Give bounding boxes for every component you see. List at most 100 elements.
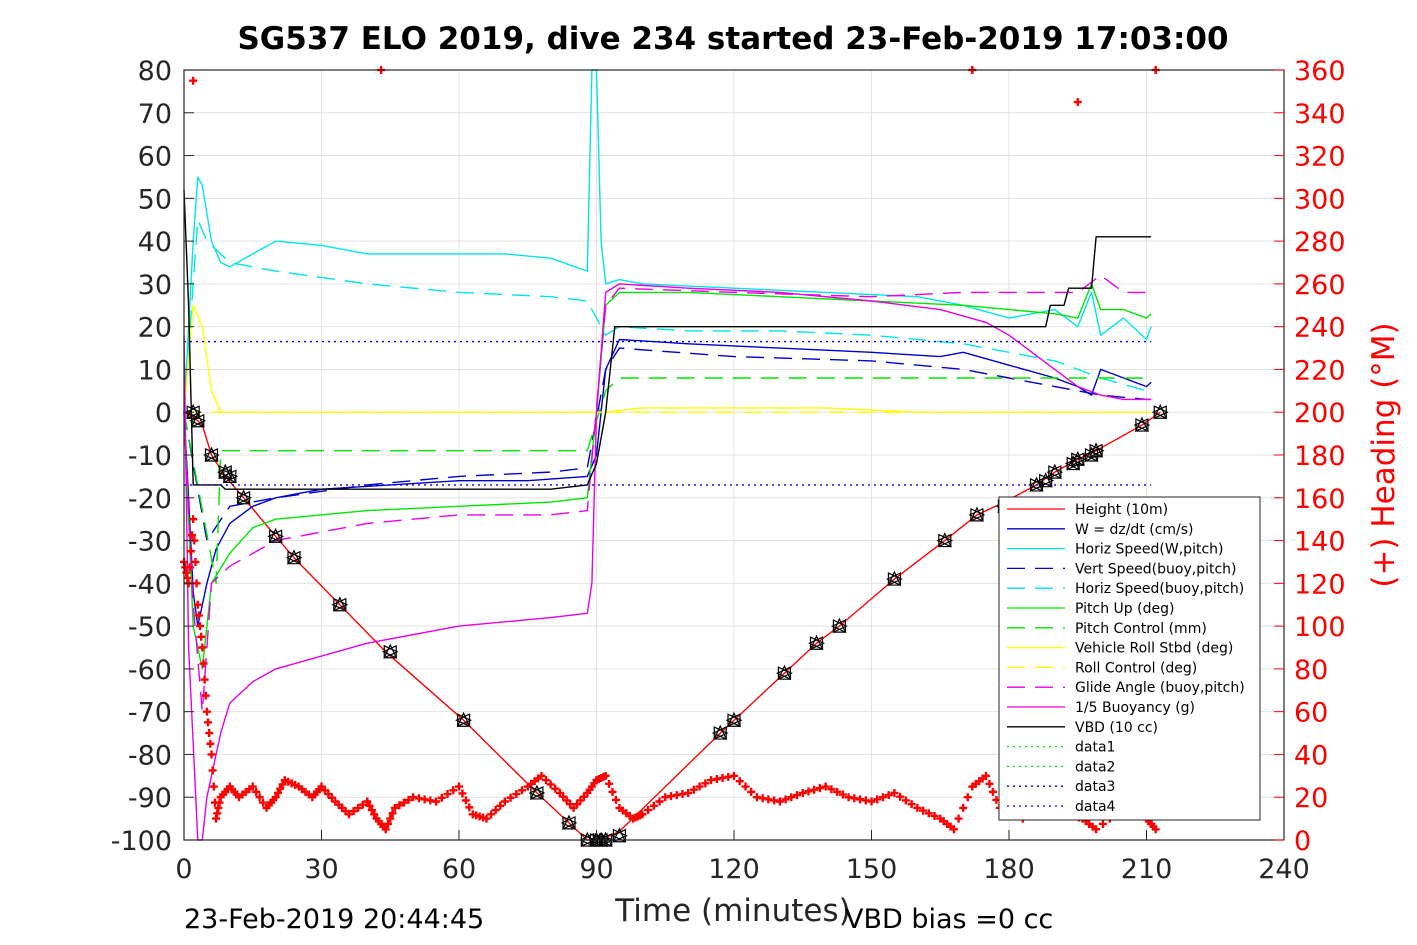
right-tick-label: 0 — [1294, 826, 1311, 857]
heading-point — [546, 780, 555, 789]
heading-point — [551, 784, 560, 793]
heading-point — [273, 788, 282, 797]
legend-label: Vert Speed(buoy,pitch) — [1075, 561, 1237, 577]
marker-triangle-right — [1153, 405, 1169, 420]
heading-point — [781, 795, 790, 804]
heading-point — [204, 718, 213, 727]
marker-triangle — [832, 617, 847, 633]
x-tick-label: 240 — [1258, 854, 1310, 885]
marker-triangle — [887, 570, 902, 586]
marker-triangle-right — [191, 413, 207, 428]
heading-point — [370, 810, 379, 819]
x-tick-label: 210 — [1121, 854, 1173, 885]
heading-point — [465, 803, 474, 812]
marker-triangle — [713, 724, 728, 740]
heading-point — [982, 771, 991, 780]
x-tick-label: 30 — [304, 854, 338, 885]
heading-point — [884, 791, 893, 800]
heading-point — [354, 803, 363, 812]
right-tick-label: 240 — [1294, 313, 1346, 344]
marker-triangle — [456, 711, 471, 727]
heading-point — [432, 797, 441, 806]
legend-label: Glide Angle (buoy,pitch) — [1075, 680, 1245, 696]
marker-triangle-right — [383, 644, 399, 659]
y-tick-label: -60 — [128, 655, 172, 686]
y-tick-label: -100 — [111, 826, 172, 857]
marker-triangle — [727, 711, 741, 727]
legend-label: Roll Control (deg) — [1075, 660, 1197, 676]
footer-timestamp: 23-Feb-2019 20:44:45 — [184, 904, 484, 935]
right-tick-label: 280 — [1294, 227, 1346, 258]
heading-point — [381, 825, 390, 834]
heading-point — [189, 515, 198, 524]
x-tick-label: 0 — [175, 854, 192, 885]
legend: Height (10m) W = dz/dt (cm/s) Horiz Speed(… — [998, 496, 1261, 821]
heading-point — [259, 798, 268, 807]
heading-point — [605, 779, 614, 788]
marker-triangle — [937, 532, 952, 548]
y-axis-ticks: 80 70 60 50 40 30 20 10 0 -10 -20 -30 -40 -50 -60 -70 -8… — [111, 56, 194, 857]
heading-point — [365, 801, 374, 810]
marker-triangle-right — [970, 507, 986, 522]
heading-point — [735, 777, 744, 786]
heading-point — [437, 793, 446, 802]
marker-triangle-right — [236, 490, 253, 505]
heading-point — [684, 788, 693, 797]
y-tick-label: -20 — [128, 484, 172, 515]
y-tick-label: 30 — [138, 270, 172, 301]
marker-triangle — [332, 596, 347, 612]
marker-triangle-right — [887, 572, 903, 586]
marker-triangle-right — [713, 726, 729, 740]
heading-point — [890, 788, 899, 797]
marker-triangle — [236, 489, 251, 505]
heading-point — [798, 788, 807, 797]
x-tick-label: 120 — [708, 854, 760, 885]
heading-point — [345, 810, 353, 819]
y-tick-label: 10 — [138, 355, 172, 386]
heading-point — [873, 795, 882, 804]
marker-triangle-right — [287, 550, 303, 565]
marker-triangle — [190, 412, 205, 428]
heading-point — [271, 793, 280, 802]
marker-triangle-right — [456, 713, 473, 728]
heading-point — [349, 807, 358, 816]
marker-triangle — [1153, 403, 1168, 419]
legend-label: 1/5 Buoyancy (g) — [1075, 700, 1195, 716]
marker-triangle-right — [530, 786, 546, 800]
right-tick-label: 360 — [1294, 56, 1346, 87]
heading-point — [208, 766, 217, 775]
heading-point — [924, 809, 933, 818]
right-tick-label: 300 — [1294, 184, 1346, 215]
series-line-5 — [183, 283, 1152, 670]
heading-point — [496, 801, 505, 810]
heading-point — [191, 557, 200, 566]
heading-point — [985, 779, 994, 788]
heading-point — [537, 771, 546, 780]
heading-point — [196, 622, 205, 631]
heading-point — [649, 801, 658, 810]
marker-triangle — [1038, 472, 1053, 488]
y-tick-label: -40 — [128, 569, 172, 600]
heading-point — [821, 782, 830, 791]
legend-label: data1 — [1075, 740, 1115, 756]
right-tick-label: 340 — [1294, 99, 1346, 130]
heading-point — [404, 795, 413, 804]
heading-point — [930, 811, 939, 820]
heading-point — [197, 632, 206, 641]
heading-point — [867, 797, 876, 806]
heading-point — [198, 643, 207, 652]
heading-point — [878, 793, 887, 802]
heading-point — [695, 782, 704, 791]
heading-point — [487, 810, 496, 819]
heading-point — [189, 76, 198, 85]
heading-point — [358, 800, 367, 809]
marker-triangle-right — [1048, 465, 1064, 480]
legend-label: Vehicle Roll Stbd (deg) — [1075, 641, 1233, 657]
heading-point — [206, 739, 215, 748]
heading-point — [644, 806, 653, 815]
y-tick-label: 50 — [138, 184, 172, 215]
heading-point — [278, 780, 287, 789]
heading-point — [827, 785, 836, 794]
heading-point — [205, 729, 214, 738]
right-tick-label: 60 — [1294, 698, 1328, 729]
